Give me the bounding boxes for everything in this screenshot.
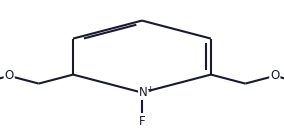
Text: O: O xyxy=(270,69,279,82)
Text: O: O xyxy=(5,69,14,82)
Text: +: + xyxy=(146,85,154,94)
Text: N: N xyxy=(139,86,148,99)
Text: F: F xyxy=(139,115,145,128)
